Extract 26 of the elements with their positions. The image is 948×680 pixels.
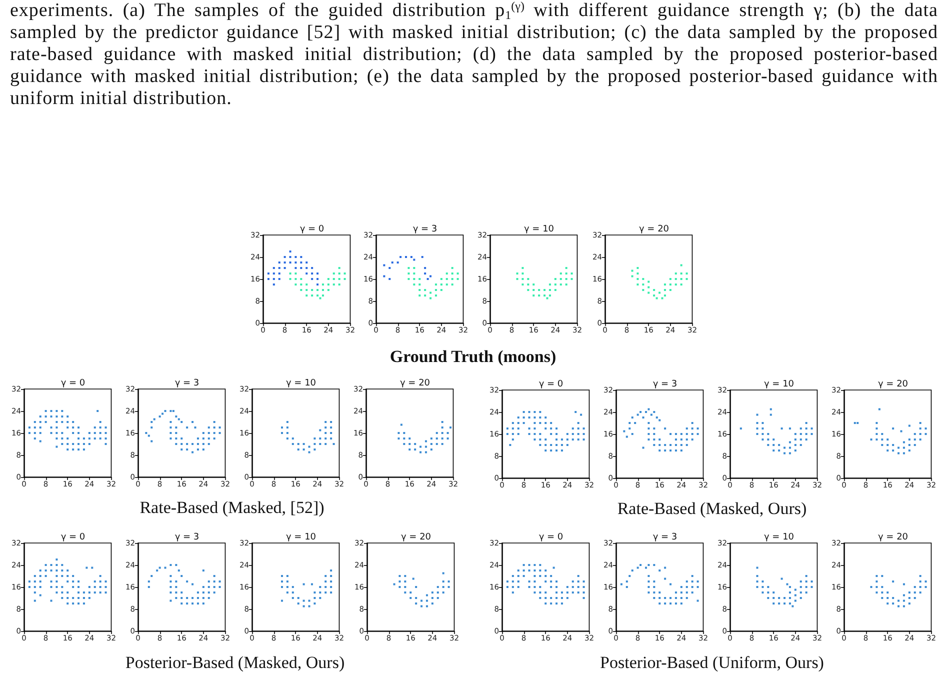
chart-title: γ = 3 [652,532,678,542]
text: Posterior-Based (Uniform, Ours) [600,653,824,673]
chart-title: γ = 0 [538,532,564,542]
text: Ground Truth (moons) [390,347,556,367]
text: Rate-Based (Masked, Ours) [617,499,807,519]
chart-title: γ = 10 [286,532,316,542]
chart-title: γ = 20 [878,532,908,542]
chart-title: γ = 20 [638,224,670,234]
chart-title: γ = 0 [300,224,324,234]
chart-title: γ = 3 [412,224,438,234]
chart-title: γ = 0 [60,378,86,388]
chart-title: γ = 0 [538,380,564,390]
chart-title: γ = 10 [764,380,794,390]
chart-title: γ = 20 [400,378,430,388]
chart-title: γ = 10 [286,378,316,388]
text: experiments. (a) The samples of the guided distribution p$_{1}$$^{(γ)}$ with different guidance strength γ; (b) the data sampled by the predictor guidance [52] with masked initial distribution; (c) the data sampled by the proposed rate-based guidance with masked initial distribution; (d) the data sampled by the proposed posterior-based guidance with masked initial distribution; (e) the data sampled by the proposed posterior-based guidance with uniform initial distribution. [10,0,938,109]
chart-title: γ = 3 [174,532,200,542]
chart-title: γ = 3 [174,378,200,388]
chart-title: γ = 0 [60,532,86,542]
chart-title: γ = 10 [524,224,554,234]
text: Posterior-Based (Masked, Ours) [125,653,345,673]
chart-title: γ = 20 [400,532,432,542]
chart-title: γ = 20 [878,380,908,390]
text: Rate-Based (Masked, [52]) [140,498,324,518]
chart-title: γ = 10 [764,532,794,542]
chart-title: γ = 3 [652,380,678,390]
